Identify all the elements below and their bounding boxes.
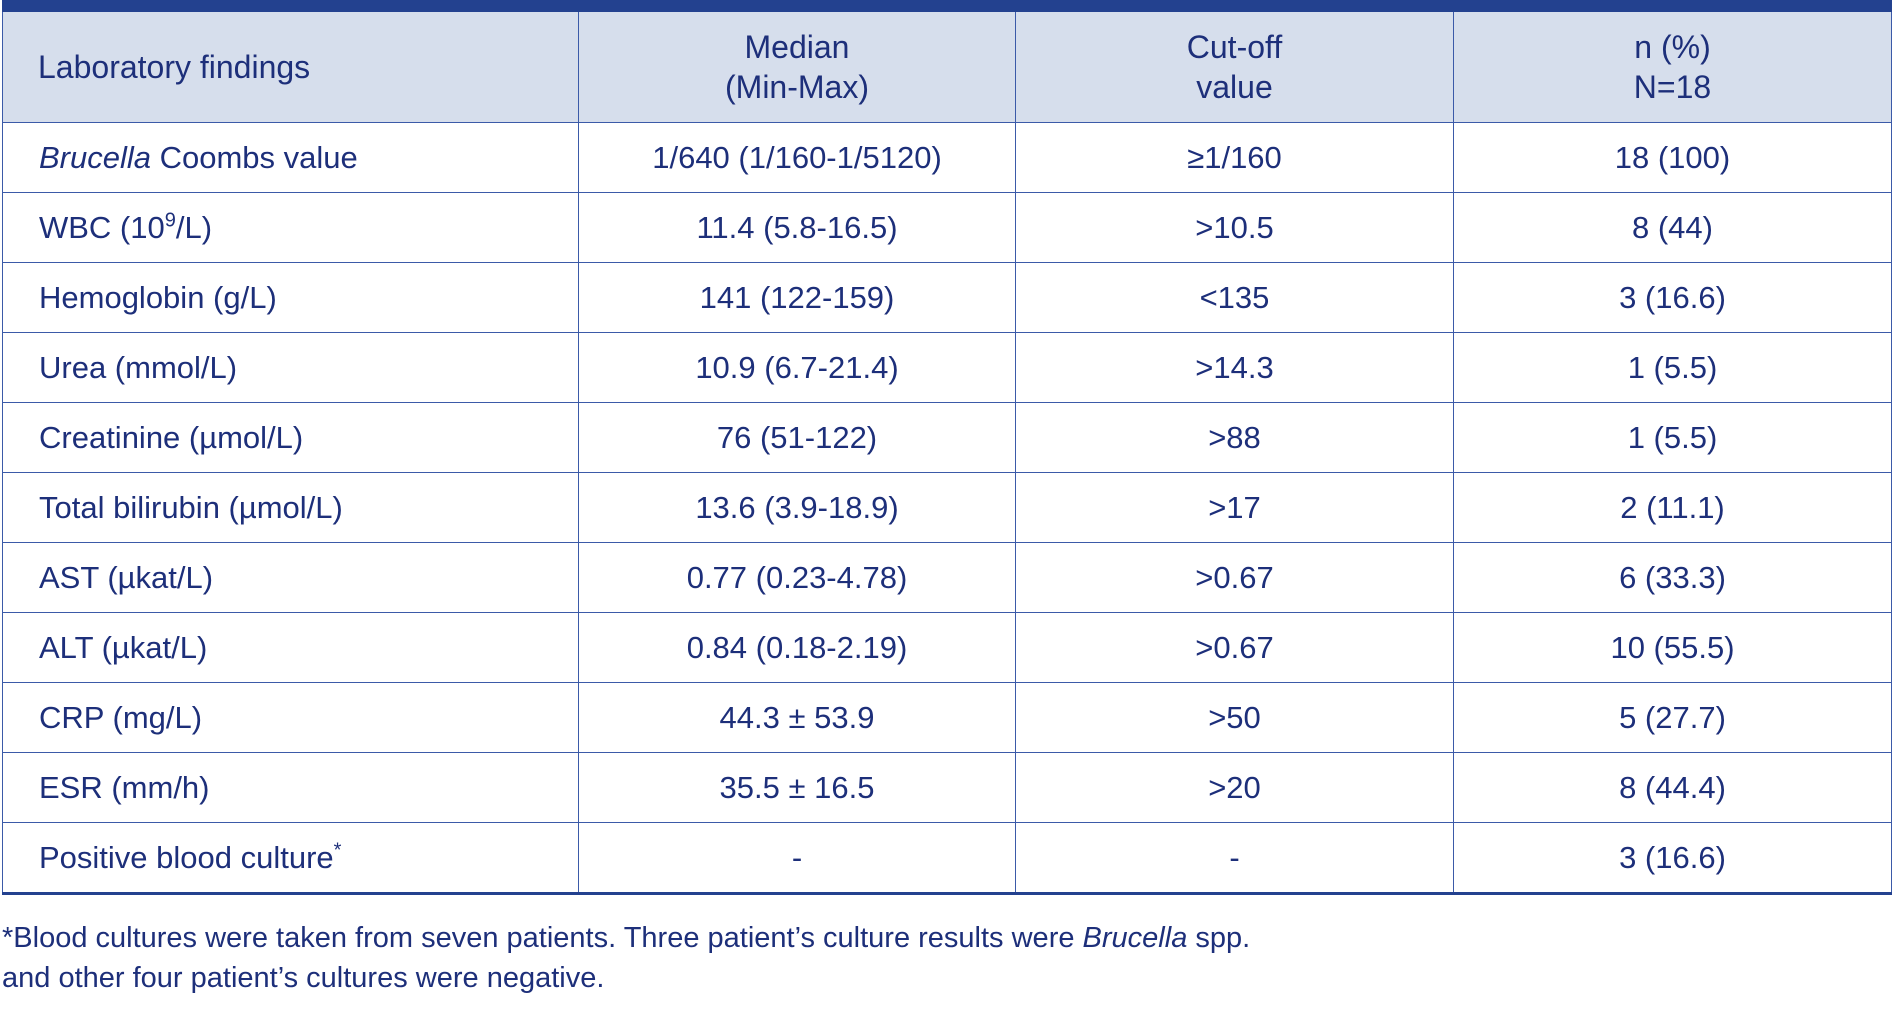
row-cutoff: - [1015, 822, 1454, 894]
row-cutoff: >20 [1015, 752, 1454, 823]
row-label: CRP (mg/L) [2, 682, 579, 753]
table-row: AST (µkat/L) 0.77 (0.23-4.78) >0.67 6 (3… [2, 542, 1892, 613]
row-label-text: WBC (10 [39, 209, 165, 245]
row-median: 13.6 (3.9-18.9) [578, 472, 1016, 543]
table-row: Total bilirubin (µmol/L) 13.6 (3.9-18.9)… [2, 472, 1892, 543]
row-label: ALT (µkat/L) [2, 612, 579, 683]
row-label: Positive blood culture* [2, 822, 579, 894]
row-cutoff: ≥1/160 [1015, 122, 1454, 193]
row-median: 44.3 ± 53.9 [578, 682, 1016, 753]
table-row: ESR (mm/h) 35.5 ± 16.5 >20 8 (44.4) [2, 752, 1892, 823]
row-n: 18 (100) [1453, 122, 1892, 193]
footnote-marker: * [333, 839, 342, 862]
row-median: 0.84 (0.18-2.19) [578, 612, 1016, 683]
row-median: - [578, 822, 1016, 894]
header-n-line2: N=18 [1633, 69, 1712, 105]
row-n: 10 (55.5) [1453, 612, 1892, 683]
header-median: Median (Min-Max) [578, 5, 1016, 123]
footnote-italic: Brucella [1082, 922, 1188, 954]
header-laboratory-findings: Laboratory findings [2, 5, 579, 123]
row-cutoff: >17 [1015, 472, 1454, 543]
table-row: CRP (mg/L) 44.3 ± 53.9 >50 5 (27.7) [2, 682, 1892, 753]
row-cutoff: >0.67 [1015, 542, 1454, 613]
footnote-line-2: and other four patient’s cultures were n… [2, 962, 605, 994]
row-n: 5 (27.7) [1453, 682, 1892, 753]
row-label: Hemoglobin (g/L) [2, 262, 579, 333]
row-median: 35.5 ± 16.5 [578, 752, 1016, 823]
row-n: 8 (44.4) [1453, 752, 1892, 823]
header-cutoff-line1: Cut-off [1186, 29, 1283, 65]
table-row: Brucella Coombs value 1/640 (1/160-1/512… [2, 122, 1892, 193]
row-label-superscript: 9 [164, 209, 176, 232]
laboratory-findings-table: Laboratory findings Median (Min-Max) Cut… [2, 0, 1892, 895]
table-row: Hemoglobin (g/L) 141 (122-159) <135 3 (1… [2, 262, 1892, 333]
header-n-line1: n (%) [1634, 29, 1711, 65]
row-cutoff: >0.67 [1015, 612, 1454, 683]
row-median: 0.77 (0.23-4.78) [578, 542, 1016, 613]
footnote-text: *Blood cultures were taken from seven pa… [2, 922, 1083, 954]
row-median: 10.9 (6.7-21.4) [578, 332, 1016, 403]
header-median-line2: (Min-Max) [725, 69, 869, 105]
row-cutoff: <135 [1015, 262, 1454, 333]
footnote-line-1: *Blood cultures were taken from seven pa… [2, 918, 1250, 958]
header-cutoff-line2: value [1196, 69, 1273, 105]
row-n: 3 (16.6) [1453, 822, 1892, 894]
row-cutoff: >50 [1015, 682, 1454, 753]
row-label: Urea (mmol/L) [2, 332, 579, 403]
row-label: ESR (mm/h) [2, 752, 579, 823]
row-n: 8 (44) [1453, 192, 1892, 263]
table-row: WBC (109/L) 11.4 (5.8-16.5) >10.5 8 (44) [2, 192, 1892, 263]
header-n-percent: n (%) N=18 [1453, 5, 1892, 123]
table-row: ALT (µkat/L) 0.84 (0.18-2.19) >0.67 10 (… [2, 612, 1892, 683]
row-cutoff: >10.5 [1015, 192, 1454, 263]
row-n: 2 (11.1) [1453, 472, 1892, 543]
table-row: Urea (mmol/L) 10.9 (6.7-21.4) >14.3 1 (5… [2, 332, 1892, 403]
row-label: AST (µkat/L) [2, 542, 579, 613]
row-median: 11.4 (5.8-16.5) [578, 192, 1016, 263]
row-label-italic: Brucella [39, 139, 151, 175]
table-row: Positive blood culture* - - 3 (16.6) [2, 822, 1892, 894]
row-label: WBC (109/L) [2, 192, 579, 263]
row-median: 141 (122-159) [578, 262, 1016, 333]
footnote-text-end: spp. [1187, 922, 1251, 954]
table-footnote: *Blood cultures were taken from seven pa… [2, 918, 1250, 998]
row-median: 76 (51-122) [578, 402, 1016, 473]
header-median-line1: Median [744, 29, 850, 65]
row-n: 3 (16.6) [1453, 262, 1892, 333]
row-label: Total bilirubin (µmol/L) [2, 472, 579, 543]
row-label: Creatinine (µmol/L) [2, 402, 579, 473]
row-n: 6 (33.3) [1453, 542, 1892, 613]
row-n: 1 (5.5) [1453, 402, 1892, 473]
row-label-text: Coombs value [151, 139, 358, 175]
row-cutoff: >88 [1015, 402, 1454, 473]
header-cutoff: Cut-off value [1015, 5, 1454, 123]
row-label-text: Positive blood culture [39, 839, 334, 875]
row-cutoff: >14.3 [1015, 332, 1454, 403]
table-row: Creatinine (µmol/L) 76 (51-122) >88 1 (5… [2, 402, 1892, 473]
row-n: 1 (5.5) [1453, 332, 1892, 403]
row-label-suffix: /L) [175, 209, 213, 245]
table-header-row: Laboratory findings Median (Min-Max) Cut… [2, 5, 1892, 123]
row-label: Brucella Coombs value [2, 122, 579, 193]
row-median: 1/640 (1/160-1/5120) [578, 122, 1016, 193]
